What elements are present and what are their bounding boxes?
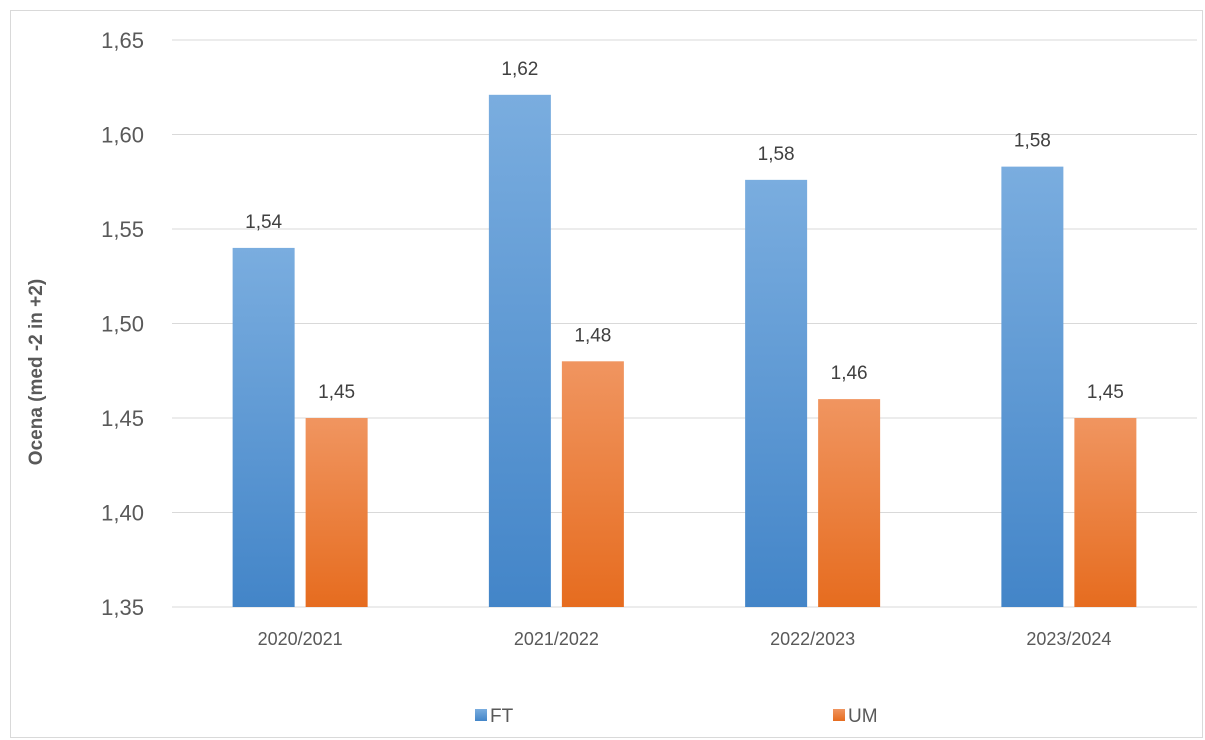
- bar-ft: [232, 247, 295, 607]
- y-tick-label: 1,35: [101, 595, 144, 620]
- y-tick-label: 1,60: [101, 123, 144, 148]
- bar-um: [818, 399, 881, 607]
- y-axis: 1,35 1,40 1,45 1,50 1,55 1,60 1,65: [101, 28, 144, 620]
- data-labels: 1,54 1,45 1,62 1,48 1,58 1,46 1,58 1,45: [245, 59, 1124, 403]
- data-label-um: 1,45: [318, 382, 355, 403]
- bar-ft: [1001, 166, 1064, 607]
- bar-ft: [488, 94, 551, 607]
- legend: FT UM: [475, 706, 878, 727]
- x-axis: 2020/2021 2021/2022 2022/2023 2023/2024: [258, 629, 1112, 649]
- bar-um: [561, 361, 624, 607]
- x-category-label: 2023/2024: [1026, 629, 1111, 649]
- bar-ft: [745, 179, 808, 608]
- y-tick-label: 1,50: [101, 312, 144, 337]
- y-axis-title: Ocena (med -2 in +2): [26, 279, 47, 465]
- y-tick-label: 1,40: [101, 501, 144, 526]
- y-tick-label: 1,45: [101, 406, 144, 431]
- x-category-label: 2022/2023: [770, 629, 855, 649]
- data-label-ft: 1,62: [501, 59, 538, 80]
- x-category-label: 2021/2022: [514, 629, 599, 649]
- bar-um: [305, 418, 368, 607]
- data-label-ft: 1,58: [758, 144, 795, 165]
- bars: [232, 94, 1137, 608]
- legend-swatch-ft: [475, 709, 487, 721]
- y-tick-label: 1,65: [101, 28, 144, 53]
- legend-label-ft: FT: [490, 706, 514, 727]
- legend-swatch-um: [833, 709, 845, 721]
- data-label-um: 1,46: [831, 363, 868, 384]
- data-label-ft: 1,58: [1014, 131, 1051, 152]
- y-tick-label: 1,55: [101, 217, 144, 242]
- x-category-label: 2020/2021: [258, 629, 343, 649]
- data-label-ft: 1,54: [245, 212, 282, 233]
- legend-label-um: UM: [848, 706, 878, 727]
- data-label-um: 1,45: [1087, 382, 1124, 403]
- bar-um: [1074, 418, 1137, 607]
- data-label-um: 1,48: [574, 325, 611, 346]
